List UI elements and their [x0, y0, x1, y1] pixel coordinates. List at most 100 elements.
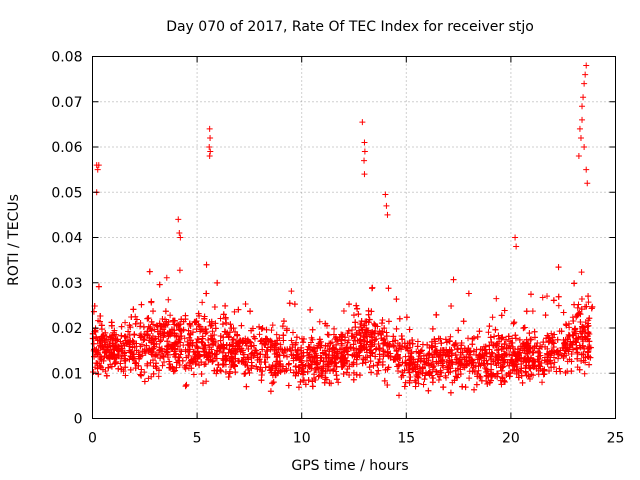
data-point	[353, 329, 360, 336]
data-point	[138, 366, 145, 373]
data-point	[554, 336, 561, 343]
data-point	[102, 348, 109, 355]
data-point	[406, 369, 413, 376]
data-point	[446, 338, 453, 345]
data-point	[214, 347, 221, 354]
data-point	[488, 366, 495, 373]
data-point	[488, 356, 495, 363]
data-point	[413, 371, 420, 378]
data-point	[359, 360, 366, 367]
data-point	[328, 339, 335, 346]
data-point	[396, 392, 403, 399]
data-point	[511, 363, 518, 370]
data-point	[166, 358, 173, 365]
data-point	[345, 337, 352, 344]
data-point	[141, 378, 148, 385]
data-point	[187, 360, 194, 367]
data-point	[174, 343, 181, 350]
data-point	[246, 369, 253, 376]
data-point	[537, 352, 544, 359]
data-point	[170, 341, 177, 348]
data-point	[515, 374, 522, 381]
data-point	[381, 377, 388, 384]
data-point	[289, 329, 296, 336]
data-point	[225, 333, 232, 340]
data-point	[97, 342, 104, 349]
data-point	[572, 325, 579, 332]
data-point	[585, 329, 592, 336]
data-point	[586, 361, 593, 368]
data-point	[519, 347, 526, 354]
data-point	[401, 367, 408, 374]
data-point	[273, 349, 280, 356]
data-point	[176, 326, 183, 333]
data-point	[550, 354, 557, 361]
data-point	[516, 336, 523, 343]
data-point	[221, 345, 228, 352]
data-point	[217, 333, 224, 340]
data-point	[330, 367, 337, 374]
data-point	[340, 370, 347, 377]
data-point	[240, 351, 247, 358]
data-point	[562, 369, 569, 376]
data-point	[164, 351, 171, 358]
data-point	[350, 341, 357, 348]
data-point	[214, 279, 221, 286]
data-point	[478, 377, 485, 384]
data-point	[201, 315, 208, 322]
data-point	[269, 322, 276, 329]
data-point	[248, 350, 255, 357]
data-point	[549, 334, 556, 341]
data-point	[243, 383, 250, 390]
data-point	[206, 153, 213, 160]
data-point	[272, 340, 279, 347]
data-point	[220, 357, 227, 364]
data-point	[498, 334, 505, 341]
data-point	[157, 337, 164, 344]
data-point	[262, 351, 269, 358]
data-point	[167, 328, 174, 335]
data-point	[531, 345, 538, 352]
data-point	[271, 346, 278, 353]
data-point	[290, 355, 297, 362]
data-point	[345, 327, 352, 334]
data-point	[114, 347, 121, 354]
data-point	[228, 325, 235, 332]
data-point	[244, 363, 251, 370]
data-point	[575, 153, 582, 160]
y-tick-label: 0.03	[51, 276, 82, 292]
data-point	[406, 326, 413, 333]
data-point	[383, 333, 390, 340]
data-point	[426, 362, 433, 369]
data-point	[529, 308, 536, 315]
data-point	[185, 327, 192, 334]
data-point	[291, 301, 298, 308]
data-point	[141, 369, 148, 376]
data-point	[540, 339, 547, 346]
data-point	[173, 364, 180, 371]
data-point	[403, 314, 410, 321]
data-point	[121, 350, 128, 357]
data-point	[259, 346, 266, 353]
data-point	[390, 333, 397, 340]
data-point	[570, 318, 577, 325]
data-point	[586, 338, 593, 345]
data-point	[399, 359, 406, 366]
data-point	[523, 362, 530, 369]
data-point	[129, 337, 136, 344]
data-point	[315, 373, 322, 380]
data-point	[245, 345, 252, 352]
data-point	[147, 325, 154, 332]
data-point	[280, 318, 287, 325]
data-point	[222, 314, 229, 321]
data-point	[372, 328, 379, 335]
data-point	[498, 381, 505, 388]
data-point	[390, 342, 397, 349]
data-point	[289, 341, 296, 348]
data-point	[157, 330, 164, 337]
data-point	[583, 62, 590, 69]
data-point	[469, 341, 476, 348]
data-point	[95, 283, 102, 290]
data-point	[350, 361, 357, 368]
data-point	[380, 347, 387, 354]
